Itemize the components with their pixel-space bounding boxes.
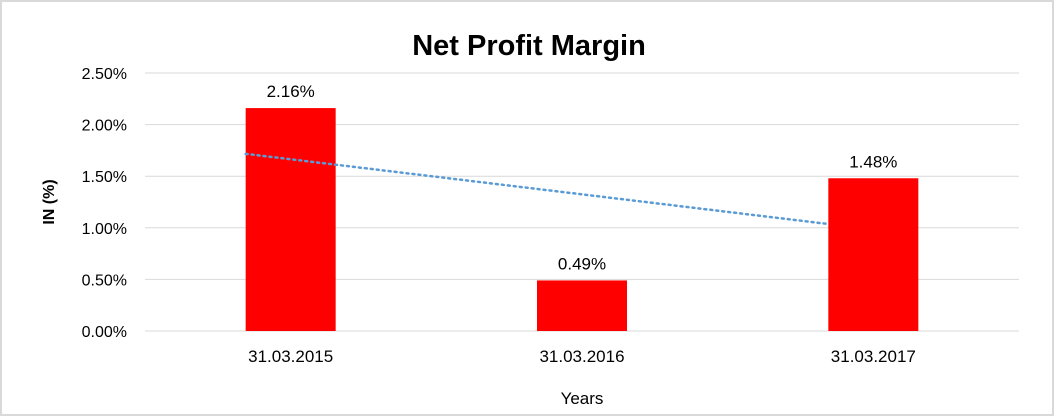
chart-title: Net Profit Margin	[412, 30, 646, 62]
y-axis-label: IN (%)	[41, 179, 58, 224]
trendline	[244, 152, 830, 226]
bar-31.03.2016	[537, 280, 627, 331]
y-tick-label: 1.50%	[82, 169, 127, 186]
x-axis-label: Years	[561, 389, 604, 408]
x-tick-label: 31.03.2017	[831, 347, 916, 366]
y-tick-label: 2.50%	[82, 66, 127, 83]
y-tick-label: 1.00%	[82, 221, 127, 238]
data-label: 2.16%	[267, 82, 315, 101]
x-tick-label: 31.03.2015	[248, 347, 333, 366]
data-label: 0.49%	[558, 254, 606, 273]
y-tick-label: 2.00%	[82, 118, 127, 135]
bar-31.03.2015	[245, 108, 336, 331]
y-tick-label: 0.50%	[82, 272, 127, 289]
bar-31.03.2017	[828, 178, 919, 331]
data-label: 1.48%	[849, 152, 897, 171]
y-tick-label: 0.00%	[82, 324, 127, 341]
x-tick-label: 31.03.2016	[539, 347, 624, 366]
